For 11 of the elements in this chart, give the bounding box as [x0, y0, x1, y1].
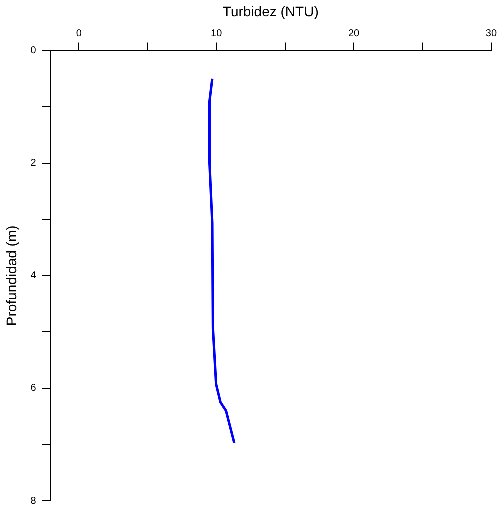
x-tick-label: 0 — [76, 28, 82, 40]
x-tick-label: 30 — [486, 28, 498, 40]
x-axis-title: Turbidez (NTU) — [222, 3, 319, 20]
y-tick-label: 6 — [30, 383, 37, 394]
y-tick-label: 2 — [30, 158, 37, 170]
y-tick-label: 8 — [30, 496, 37, 507]
y-tick-label: 0 — [30, 46, 37, 57]
y-axis-title: Profundidad (m) — [3, 226, 20, 326]
x-tick-label: 20 — [348, 28, 360, 40]
x-tick-label: 10 — [211, 28, 223, 40]
y-tick-label: 4 — [30, 270, 37, 282]
